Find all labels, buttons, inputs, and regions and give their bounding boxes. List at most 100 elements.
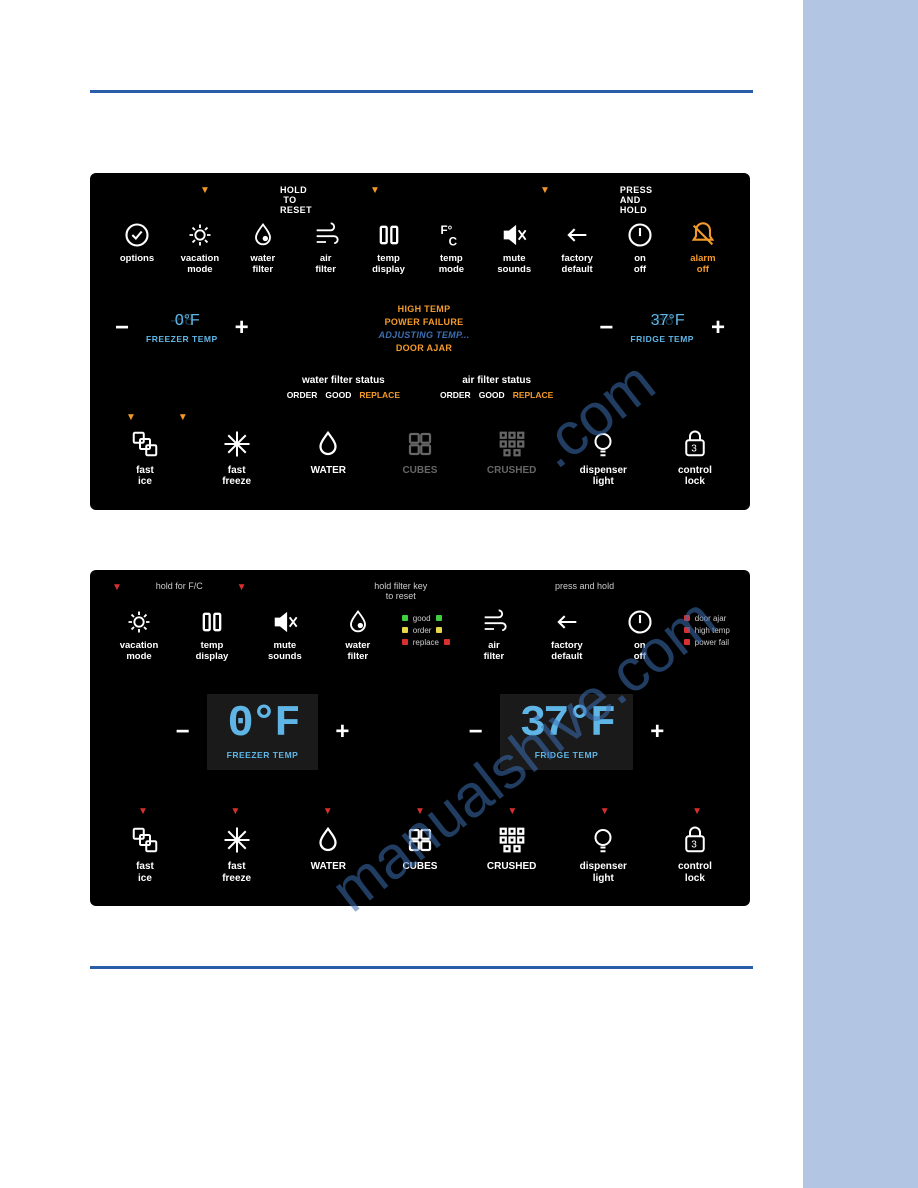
page-content: ▼ HOLD TO RESET ▼ ▼ PRESS AND HOLD optio… [0,0,803,1188]
temp-display-button[interactable]: tempdisplay [183,608,241,663]
fridge-temp-label: FRIDGE TEMP [535,750,599,760]
air-filter-button[interactable]: airfilter [465,608,523,663]
vacation-mode-button[interactable]: vacationmode [171,221,229,276]
top-icon-row: options vacationmode waterfilter airfilt… [108,221,732,276]
mute-sounds-button[interactable]: mutesounds [256,608,314,663]
fridge-temp-value: 37°F [520,702,614,746]
vacation-mode-icon [186,221,214,249]
status-high-temp: HIGH TEMP [398,304,451,314]
indicator-arrow-icon: ▼ [370,185,380,215]
control-panel-1: ▼ HOLD TO RESET ▼ ▼ PRESS AND HOLD optio… [90,173,750,510]
indicator-arrow-icon: ▼ [112,582,122,602]
indicator-arrow-icon: ▼ [200,185,210,215]
water-filter-button[interactable]: waterfilter [329,608,387,663]
filter-leds: good order replace [402,608,450,647]
crushed-button[interactable]: CRUSHED [477,825,547,873]
indicator-arrow-icon: ▼ [507,806,517,817]
options-icon [123,221,151,249]
air-filter-icon [312,221,340,249]
freezer-temp-value: 0°F [227,702,297,746]
factory-default-icon [553,608,581,636]
temp-mode-icon: F°C [437,221,465,249]
on-off-icon [626,608,654,636]
water-button[interactable]: WATER [293,429,363,477]
fast-ice-button[interactable]: fastice [110,825,180,884]
control-lock-icon: 3 [680,825,710,855]
temp-display-icon [375,221,403,249]
fridge-plus-button[interactable]: + [708,314,728,342]
mute-sounds-button[interactable]: mutesounds [485,221,543,276]
hint-press-hold: PRESS AND HOLD [620,185,640,215]
dispenser-light-icon [588,825,618,855]
led-red-icon [684,615,690,621]
fridge-temp-control: − 37°F FRIDGE TEMP + [466,694,668,770]
control-lock-button[interactable]: 3 controllock [660,825,730,884]
led-red-icon [684,627,690,633]
page-sidebar [803,0,918,1188]
dispenser-light-icon [588,429,618,459]
air-filter-status: air filter status ORDER GOOD REPLACE [440,375,553,400]
mute-sounds-icon [271,608,299,636]
freezer-temp-label: FREEZER TEMP [146,334,218,344]
crushed-icon [497,429,527,459]
factory-default-button[interactable]: factorydefault [538,608,596,663]
freezer-temp-control: − -88 0°F FREEZER TEMP + [112,312,252,344]
air-filter-icon [480,608,508,636]
fast-freeze-button[interactable]: fastfreeze [202,825,272,884]
on-off-icon [626,221,654,249]
on-off-button[interactable]: onoff [611,221,669,276]
crushed-icon [497,825,527,855]
bottom-icon-row: fastice fastfreeze WATER CUBES CRUSHED d… [108,429,732,488]
fast-freeze-button[interactable]: fastfreeze [202,429,272,488]
mute-sounds-icon [500,221,528,249]
cubes-button[interactable]: CUBES [385,825,455,873]
crushed-button[interactable]: CRUSHED [477,429,547,477]
cubes-icon [405,825,435,855]
freezer-minus-button[interactable]: − [173,718,193,746]
water-icon [313,825,343,855]
cubes-button[interactable]: CUBES [385,429,455,477]
alarm-off-button[interactable]: alarmoff [674,221,732,276]
status-leds: door ajar high temp power fail [684,608,730,647]
vacation-mode-button[interactable]: vacationmode [110,608,168,663]
fast-ice-button[interactable]: fastice [110,429,180,488]
status-door-ajar: DOOR AJAR [396,343,452,353]
indicator-arrow-icon: ▼ [178,412,188,423]
temp-display-button[interactable]: tempdisplay [360,221,418,276]
freezer-temp-label: FREEZER TEMP [227,750,299,760]
dispenser-light-button[interactable]: dispenserlight [568,429,638,488]
freezer-minus-button[interactable]: − [112,314,132,342]
factory-default-icon [563,221,591,249]
status-adjusting: ADJUSTING TEMP... [379,330,470,340]
water-filter-button[interactable]: waterfilter [234,221,292,276]
indicator-arrow-icon: ▼ [237,582,247,602]
factory-default-button[interactable]: factorydefault [548,221,606,276]
led-green-icon [436,615,442,621]
fast-ice-icon [130,429,160,459]
freezer-plus-button[interactable]: + [332,718,352,746]
indicator-arrow-icon: ▼ [323,806,333,817]
temp-mode-button[interactable]: F°C tempmode [422,221,480,276]
air-filter-button[interactable]: airfilter [297,221,355,276]
led-green-icon [402,615,408,621]
status-power-failure: POWER FAILURE [385,317,464,327]
options-button[interactable]: options [108,221,166,265]
fridge-minus-button[interactable]: − [466,718,486,746]
control-lock-icon: 3 [680,429,710,459]
fridge-minus-button[interactable]: − [596,314,616,342]
hint-fc: hold for F/C [156,582,203,602]
led-red-icon [402,639,408,645]
water-filter-status: water filter status ORDER GOOD REPLACE [287,375,400,400]
fridge-plus-button[interactable]: + [647,718,667,746]
water-icon [313,429,343,459]
hint-press: press and hold [555,582,614,602]
on-off-button[interactable]: onoff [611,608,669,663]
indicator-arrow-icon: ▼ [126,412,136,423]
water-button[interactable]: WATER [293,825,363,873]
dispenser-light-button[interactable]: dispenserlight [568,825,638,884]
temp-display-icon [198,608,226,636]
water-filter-icon [249,221,277,249]
led-yellow-icon [402,627,408,633]
control-lock-button[interactable]: 3 controllock [660,429,730,488]
freezer-plus-button[interactable]: + [232,314,252,342]
